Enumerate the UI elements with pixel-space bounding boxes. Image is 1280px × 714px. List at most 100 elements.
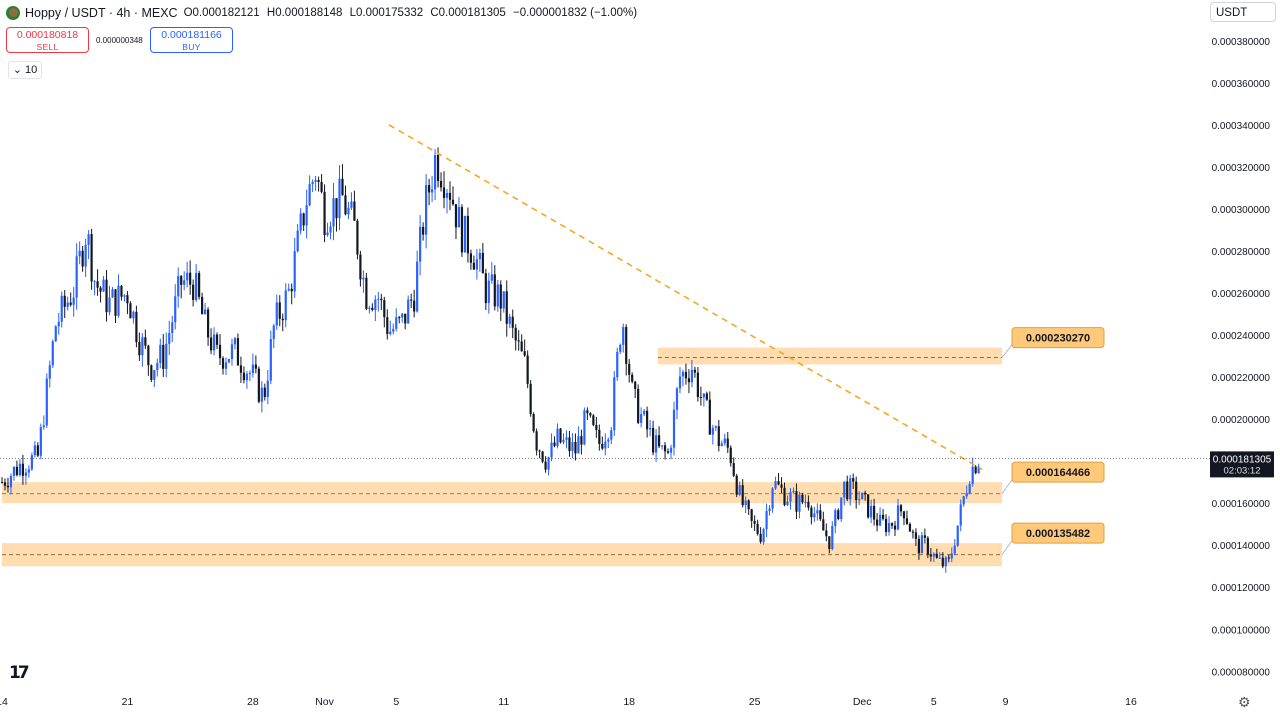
candle-body[interactable] bbox=[430, 189, 434, 193]
candle-body[interactable] bbox=[150, 365, 153, 380]
candle-body[interactable] bbox=[867, 494, 870, 518]
candle-body[interactable] bbox=[953, 545, 956, 554]
candle-body[interactable] bbox=[726, 438, 729, 448]
candle-body[interactable] bbox=[299, 213, 302, 231]
candle-body[interactable] bbox=[0, 482, 4, 484]
zone-label-box[interactable] bbox=[1011, 522, 1105, 544]
candle-body[interactable] bbox=[622, 327, 625, 345]
candle-body[interactable] bbox=[580, 436, 583, 445]
candle-body[interactable] bbox=[616, 351, 619, 378]
candle-body[interactable] bbox=[968, 484, 971, 493]
candle-body[interactable] bbox=[917, 538, 921, 554]
candle-body[interactable] bbox=[884, 518, 888, 532]
candle-body[interactable] bbox=[380, 298, 383, 301]
candle-body[interactable] bbox=[643, 410, 646, 415]
candle-body[interactable] bbox=[251, 364, 254, 374]
candle-body[interactable] bbox=[705, 393, 708, 400]
candle-body[interactable] bbox=[117, 285, 120, 316]
candle-body[interactable] bbox=[463, 215, 467, 253]
candle-body[interactable] bbox=[873, 505, 876, 520]
candle-body[interactable] bbox=[153, 370, 156, 380]
candle-body[interactable] bbox=[236, 338, 240, 366]
candle-body[interactable] bbox=[395, 317, 398, 329]
candle-body[interactable] bbox=[619, 344, 622, 352]
candle-body[interactable] bbox=[422, 226, 425, 235]
candle-body[interactable] bbox=[526, 355, 529, 384]
candle-body[interactable] bbox=[224, 362, 228, 369]
candle-body[interactable] bbox=[834, 510, 837, 527]
candle-body[interactable] bbox=[974, 466, 977, 474]
candle-body[interactable] bbox=[553, 442, 556, 446]
candle-body[interactable] bbox=[657, 435, 661, 447]
candle-body[interactable] bbox=[538, 450, 541, 452]
candle-body[interactable] bbox=[293, 251, 296, 292]
candle-body[interactable] bbox=[508, 316, 511, 324]
candle-body[interactable] bbox=[944, 557, 947, 567]
candle-body[interactable] bbox=[902, 511, 906, 519]
candle-body[interactable] bbox=[24, 472, 27, 476]
sell-button[interactable]: 0.000180818 SELL bbox=[6, 27, 89, 53]
candle-body[interactable] bbox=[574, 441, 577, 454]
candle-body[interactable] bbox=[604, 441, 607, 449]
candle-body[interactable] bbox=[699, 396, 702, 398]
candle-body[interactable] bbox=[881, 514, 885, 519]
candle-body[interactable] bbox=[156, 363, 159, 371]
candle-body[interactable] bbox=[637, 388, 640, 423]
candle-body[interactable] bbox=[908, 523, 912, 532]
symbol-title[interactable]: Hoppy / USDT · 4h · MEXC bbox=[25, 6, 178, 20]
candle-body[interactable] bbox=[78, 250, 81, 257]
candle-body[interactable] bbox=[666, 451, 670, 453]
candle-body[interactable] bbox=[296, 230, 299, 252]
candle-body[interactable] bbox=[947, 557, 950, 559]
candle-body[interactable] bbox=[592, 415, 595, 425]
candle-body[interactable] bbox=[398, 317, 401, 319]
candle-body[interactable] bbox=[628, 363, 631, 375]
candle-body[interactable] bbox=[517, 340, 520, 342]
candle-body[interactable] bbox=[502, 291, 505, 309]
candle-body[interactable] bbox=[598, 429, 601, 444]
candle-body[interactable] bbox=[672, 409, 676, 448]
candle-body[interactable] bbox=[326, 232, 329, 236]
candle-body[interactable] bbox=[649, 427, 652, 430]
candle-body[interactable] bbox=[831, 526, 834, 549]
candle-body[interactable] bbox=[141, 337, 144, 356]
candle-body[interactable] bbox=[678, 376, 682, 389]
candle-body[interactable] bbox=[777, 481, 780, 485]
candle-body[interactable] bbox=[344, 195, 347, 215]
candle-body[interactable] bbox=[523, 351, 526, 356]
candle-body[interactable] bbox=[965, 492, 968, 497]
candle-body[interactable] bbox=[189, 272, 192, 285]
candle-body[interactable] bbox=[192, 284, 195, 300]
candle-body[interactable] bbox=[490, 274, 493, 281]
candle-body[interactable] bbox=[646, 410, 649, 430]
candle-body[interactable] bbox=[493, 274, 496, 307]
candle-body[interactable] bbox=[762, 529, 765, 543]
candle-body[interactable] bbox=[451, 199, 455, 205]
candle-body[interactable] bbox=[607, 439, 610, 442]
candle-body[interactable] bbox=[556, 428, 559, 446]
candle-body[interactable] bbox=[825, 530, 828, 537]
candle-body[interactable] bbox=[254, 364, 257, 369]
candle-body[interactable] bbox=[732, 463, 735, 476]
candle-body[interactable] bbox=[195, 273, 198, 300]
candle-body[interactable] bbox=[138, 342, 141, 356]
candle-body[interactable] bbox=[840, 497, 843, 520]
candle-body[interactable] bbox=[386, 317, 389, 335]
candle-body[interactable] bbox=[896, 505, 900, 530]
candle-body[interactable] bbox=[230, 344, 234, 360]
candle-body[interactable] bbox=[756, 523, 759, 534]
candle-body[interactable] bbox=[651, 427, 655, 453]
candle-body[interactable] bbox=[60, 295, 63, 322]
candle-body[interactable] bbox=[42, 425, 45, 428]
candle-body[interactable] bbox=[675, 388, 679, 410]
candle-body[interactable] bbox=[962, 496, 965, 505]
candle-body[interactable] bbox=[911, 531, 915, 533]
candle-body[interactable] bbox=[171, 322, 174, 334]
candle-body[interactable] bbox=[681, 371, 685, 377]
candle-body[interactable] bbox=[201, 296, 204, 315]
candle-body[interactable] bbox=[583, 410, 586, 445]
candle-body[interactable] bbox=[33, 445, 36, 456]
candle-body[interactable] bbox=[242, 372, 246, 381]
candle-body[interactable] bbox=[977, 466, 980, 474]
candle-body[interactable] bbox=[9, 476, 13, 488]
